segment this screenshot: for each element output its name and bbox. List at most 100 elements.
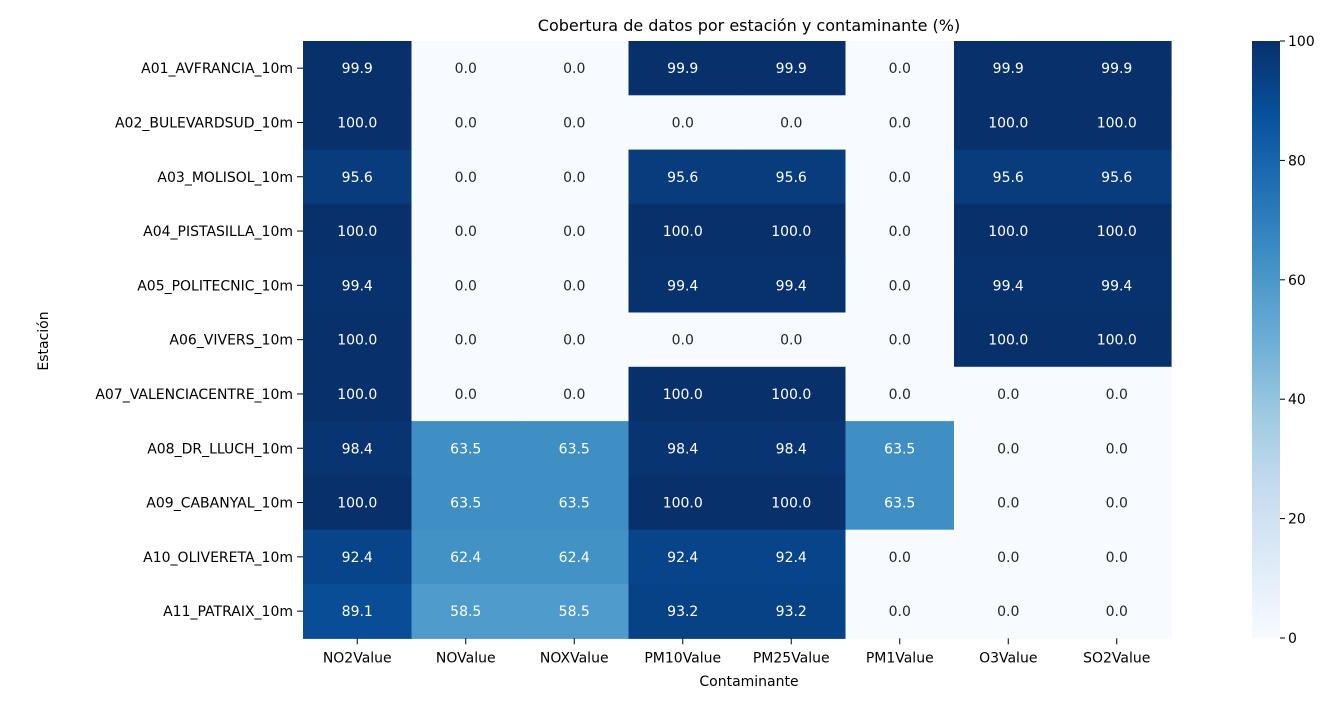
heatmap-cell: [737, 41, 847, 96]
cell-value-label: 58.5: [559, 604, 590, 620]
heatmap-cell: [737, 258, 847, 314]
colorbar-tick-label: 0: [1288, 631, 1297, 647]
colorbar-ticks: 0 20 40 60 80 100: [1280, 34, 1315, 647]
heatmap-cell: [411, 258, 521, 314]
x-tick-label: O3Value: [979, 650, 1037, 666]
heatmap-cell: [628, 95, 738, 151]
heatmap-cell: [737, 203, 847, 259]
heatmap-cells: 99.9 0.0 0.0 99.9 99.9 0.0 99.9 99.9 100.0 0.0 0.0…: [303, 41, 1172, 639]
heatmap-cell: [1062, 475, 1172, 531]
cell-value-label: 95.6: [1101, 170, 1132, 186]
cell-value-label: 0.0: [889, 333, 911, 349]
heatmap-cell: [737, 95, 847, 151]
heatmap-cell: [628, 41, 738, 96]
cell-value-label: 63.5: [884, 496, 915, 512]
heatmap-cell: [411, 529, 521, 585]
cell-value-label: 100.0: [771, 224, 811, 240]
heatmap-cell: [1062, 529, 1172, 585]
heatmap-cell: [303, 312, 413, 368]
cell-value-label: 100.0: [988, 224, 1028, 240]
cell-value-label: 98.4: [667, 441, 698, 457]
heatmap-cell: [954, 421, 1064, 476]
colorbar-tick-label: 40: [1288, 392, 1306, 408]
heatmap-cell: [303, 203, 413, 259]
heatmap-cell: [520, 95, 630, 151]
heatmap-cell: [737, 312, 847, 368]
cell-value-label: 89.1: [342, 604, 373, 620]
heatmap-cell: [411, 203, 521, 259]
heatmap-cell: [845, 312, 955, 368]
cell-value-label: 0.0: [889, 61, 911, 77]
cell-value-label: 99.4: [1101, 278, 1132, 294]
heatmap-cell: [1062, 312, 1172, 368]
heatmap-cell: [303, 258, 413, 314]
cell-value-label: 100.0: [663, 496, 703, 512]
y-tick-label: A10_OLIVERETA_10m: [143, 550, 293, 566]
heatmap-cell: [411, 312, 521, 368]
y-tick-label: A04_PISTASILLA_10m: [143, 224, 293, 240]
y-axis-label: Estación: [36, 311, 52, 370]
heatmap-cell: [303, 95, 413, 151]
colorbar-tick-label: 80: [1288, 153, 1306, 169]
cell-value-label: 95.6: [993, 170, 1024, 186]
heatmap-cell: [628, 203, 738, 259]
x-tick-label: NOValue: [436, 650, 496, 666]
heatmap-cell: [628, 421, 738, 476]
cell-value-label: 99.9: [776, 61, 807, 77]
cell-value-label: 99.4: [667, 278, 698, 294]
heatmap-cell: [1062, 584, 1172, 639]
heatmap-cell: [954, 203, 1064, 259]
x-tick-label: NO2Value: [323, 650, 392, 666]
cell-value-label: 62.4: [450, 550, 481, 566]
heatmap-cell: [1062, 41, 1172, 96]
cell-value-label: 0.0: [997, 550, 1019, 566]
heatmap-cell: [954, 529, 1064, 585]
cell-value-label: 95.6: [342, 170, 373, 186]
heatmap-cell: [520, 584, 630, 639]
colorbar-tick-label: 60: [1288, 273, 1306, 289]
heatmap-cell: [954, 258, 1064, 314]
cell-value-label: 100.0: [988, 115, 1028, 131]
heatmap-cell: [628, 584, 738, 639]
heatmap-cell: [303, 366, 413, 422]
heatmap-cell: [303, 475, 413, 531]
cell-value-label: 0.0: [455, 333, 477, 349]
cell-value-label: 0.0: [563, 333, 585, 349]
y-tick-label: A01_AVFRANCIA_10m: [141, 61, 293, 77]
colorbar: [1252, 41, 1280, 638]
heatmap-cell: [628, 529, 738, 585]
heatmap-cell: [411, 366, 521, 422]
heatmap-cell: [411, 421, 521, 476]
heatmap-cell: [628, 312, 738, 368]
heatmap-cell: [954, 584, 1064, 639]
heatmap-cell: [628, 475, 738, 531]
cell-value-label: 100.0: [988, 333, 1028, 349]
cell-value-label: 99.9: [1101, 61, 1132, 77]
cell-value-label: 0.0: [455, 278, 477, 294]
cell-value-label: 0.0: [563, 224, 585, 240]
cell-value-label: 0.0: [889, 115, 911, 131]
heatmap-cell: [954, 312, 1064, 368]
y-tick-label: A09_CABANYAL_10m: [146, 496, 293, 512]
heatmap-cell: [520, 312, 630, 368]
cell-value-label: 92.4: [342, 550, 373, 566]
heatmap-cell: [303, 584, 413, 639]
heatmap-cell: [845, 584, 955, 639]
cell-value-label: 100.0: [337, 496, 377, 512]
cell-value-label: 0.0: [889, 604, 911, 620]
cell-value-label: 62.4: [559, 550, 590, 566]
heatmap-cell: [628, 258, 738, 314]
cell-value-label: 0.0: [672, 333, 694, 349]
x-tick-labels: NO2Value NOValue NOXValue PM10Value PM25Valu…: [323, 638, 1150, 666]
cell-value-label: 98.4: [342, 441, 373, 457]
x-tick-label: PM25Value: [753, 650, 830, 666]
heatmap-cell: [845, 95, 955, 151]
heatmap-cell: [1062, 421, 1172, 476]
y-tick-label: A08_DR_LLUCH_10m: [147, 441, 293, 457]
heatmap-cell: [1062, 95, 1172, 151]
heatmap-cell: [411, 95, 521, 151]
heatmap-cell: [845, 529, 955, 585]
heatmap-cell: [737, 421, 847, 476]
y-tick-label: A06_VIVERS_10m: [169, 333, 293, 349]
